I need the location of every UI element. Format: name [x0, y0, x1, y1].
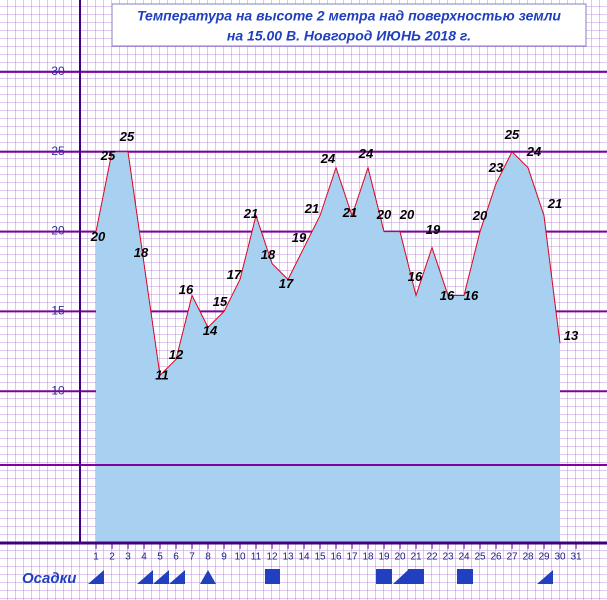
x-tick-label: 20	[394, 552, 406, 563]
data-label: 21	[547, 196, 562, 211]
x-tick-label: 30	[554, 552, 566, 563]
data-label: 12	[169, 347, 184, 362]
data-label: 25	[119, 129, 135, 144]
snow-icon	[408, 569, 424, 584]
y-tick-label: 10	[51, 383, 65, 397]
x-tick-label: 8	[205, 552, 211, 563]
chart-title: на 15.00 В. Новгород ИЮНЬ 2018 г.	[227, 28, 471, 44]
x-tick-label: 17	[346, 552, 358, 563]
data-label: 19	[292, 230, 307, 245]
y-tick-label: 25	[51, 144, 65, 158]
x-tick-label: 10	[234, 552, 246, 563]
data-label: 25	[504, 127, 520, 142]
x-tick-label: 21	[410, 552, 422, 563]
x-tick-label: 25	[474, 552, 486, 563]
data-label: 20	[472, 208, 488, 223]
x-tick-label: 16	[330, 552, 342, 563]
data-label: 21	[304, 201, 319, 216]
title-box	[111, 3, 587, 47]
x-tick-label: 15	[314, 552, 326, 563]
data-label: 17	[279, 276, 294, 291]
x-tick-label: 7	[189, 552, 195, 563]
data-label: 24	[320, 151, 336, 166]
rain-icon	[88, 570, 104, 584]
x-tick-label: 24	[458, 552, 470, 563]
data-label: 20	[90, 229, 106, 244]
data-label: 14	[203, 323, 218, 338]
x-tick-label: 31	[570, 552, 582, 563]
data-label: 24	[358, 146, 374, 161]
x-tick-label: 29	[538, 552, 550, 563]
y-tick-label: 20	[51, 224, 65, 238]
data-label: 21	[342, 205, 357, 220]
data-label: 16	[464, 288, 479, 303]
x-tick-label: 13	[282, 552, 294, 563]
data-label: 16	[179, 282, 194, 297]
data-label: 19	[426, 222, 441, 237]
x-tick-label: 18	[362, 552, 374, 563]
x-tick-label: 11	[251, 552, 262, 563]
data-label: 23	[488, 160, 504, 175]
x-tick-label: 14	[298, 552, 310, 563]
data-label: 21	[243, 206, 258, 221]
rain-icon	[200, 570, 216, 584]
x-tick-label: 4	[141, 552, 147, 563]
x-tick-label: 26	[490, 552, 502, 563]
snow-icon	[457, 569, 473, 584]
chart-title: Температура на высоте 2 метра над поверх…	[137, 8, 561, 24]
snow-icon	[376, 569, 392, 584]
rain-icon	[393, 570, 408, 584]
x-tick-label: 9	[221, 552, 227, 563]
snow-icon	[265, 569, 280, 584]
data-label: 16	[440, 288, 455, 303]
x-tick-label: 5	[157, 552, 163, 563]
data-label: 13	[564, 328, 579, 343]
x-tick-label: 23	[442, 552, 454, 563]
area	[96, 151, 560, 543]
x-tick-label: 12	[266, 552, 278, 563]
rain-icon	[537, 570, 553, 584]
data-label: 24	[526, 144, 542, 159]
data-label: 18	[261, 247, 276, 262]
rain-icon	[153, 570, 169, 584]
y-tick-label: 30	[51, 64, 65, 78]
x-tick-label: 28	[522, 552, 534, 563]
data-label: 18	[134, 245, 149, 260]
x-tick-label: 3	[125, 552, 131, 563]
data-label: 15	[213, 294, 228, 309]
x-tick-label: 6	[173, 552, 179, 563]
precipitation-icons	[88, 569, 553, 584]
data-label: 20	[399, 207, 415, 222]
data-label: 16	[408, 269, 423, 284]
x-tick-label: 22	[426, 552, 438, 563]
rain-icon	[137, 570, 153, 584]
data-label: 25	[100, 148, 116, 163]
x-tick-label: 1	[93, 552, 99, 563]
data-label: 20	[376, 207, 392, 222]
data-label: 17	[227, 267, 242, 282]
x-tick-label: 19	[378, 552, 390, 563]
line	[95, 150, 561, 377]
x-tick-label: 2	[109, 552, 115, 563]
data-label: 11	[155, 368, 169, 383]
precipitation-label: Осадки	[22, 570, 76, 587]
y-tick-label: 15	[51, 304, 65, 318]
x-tick-label: 27	[506, 552, 518, 563]
rain-icon	[169, 570, 185, 584]
